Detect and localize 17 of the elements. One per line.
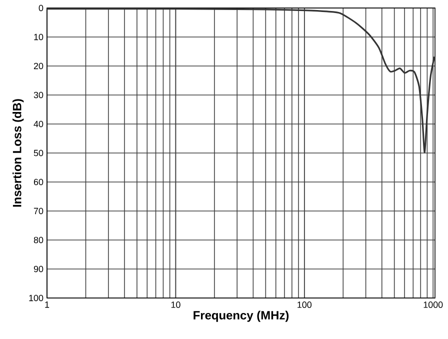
y-tick-label: 90 xyxy=(34,266,44,272)
y-tick-label: 20 xyxy=(34,62,44,70)
x-tick-label: 100 xyxy=(298,302,312,308)
y-tick-label: 10 xyxy=(34,34,44,40)
y-tick-label: 40 xyxy=(34,120,44,128)
y-tick-label: 100 xyxy=(29,294,44,302)
x-tick-label: 1000 xyxy=(424,302,443,308)
y-tick-label: 60 xyxy=(34,178,44,186)
y-axis-title: Insertion Loss (dB) xyxy=(12,99,24,207)
x-tick-label: 1 xyxy=(45,302,50,308)
y-tick-label: 0 xyxy=(38,4,44,12)
y-tick-label: 70 xyxy=(34,208,44,214)
y-tick-label: 50 xyxy=(34,150,44,156)
x-axis-title: Frequency (MHz) xyxy=(194,310,289,322)
y-tick-label: 80 xyxy=(34,236,44,244)
y-tick-label: 30 xyxy=(34,92,44,98)
x-tick-label: 10 xyxy=(171,302,180,308)
